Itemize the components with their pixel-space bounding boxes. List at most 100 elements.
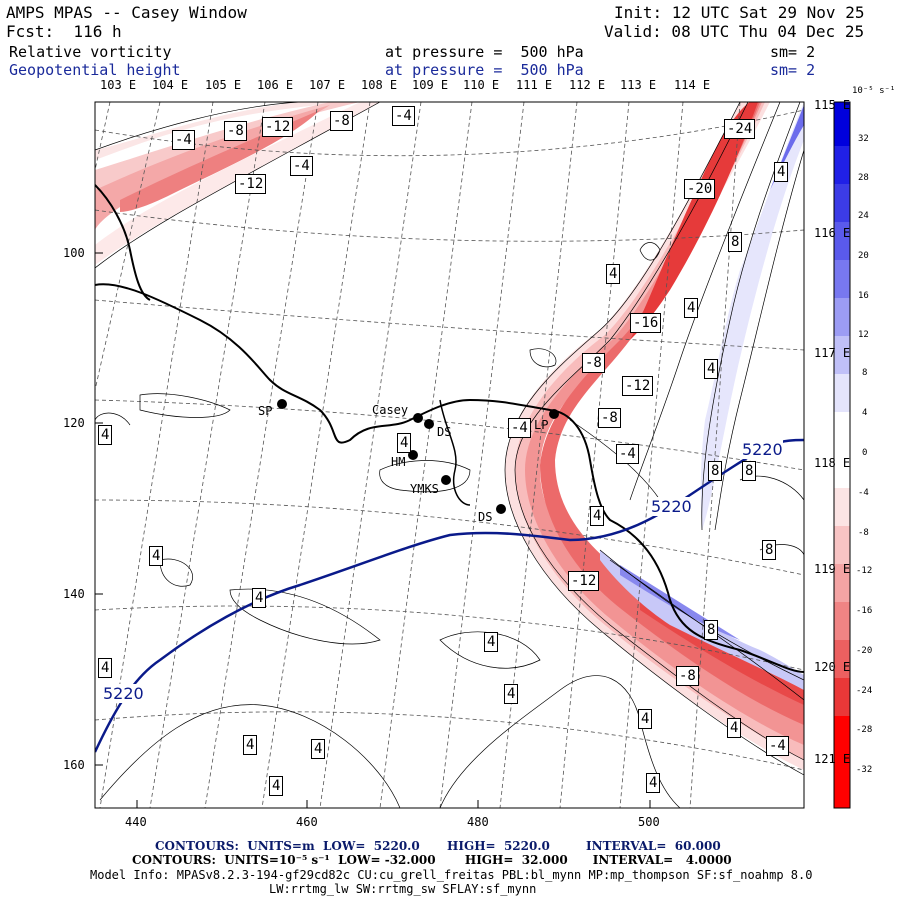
map-title: AMPS MPAS -- Casey Window	[6, 3, 247, 22]
colorbar-label: -32	[856, 765, 873, 775]
contour-label: -8	[224, 121, 247, 141]
field1-level: at pressure = 500 hPa	[385, 43, 584, 61]
contour-label: 4	[774, 162, 789, 182]
height-contour-5220	[95, 438, 804, 753]
contour-label: 8	[728, 232, 743, 252]
station-dot[interactable]	[413, 413, 423, 423]
contour-label: 4	[311, 739, 326, 759]
contour-label: 4	[98, 425, 113, 445]
vorticity-shade	[540, 102, 804, 725]
lon-label-right: 121 E	[814, 752, 851, 766]
coastline	[439, 399, 471, 506]
contour-label: -4	[766, 736, 789, 756]
contour-label: 4	[606, 264, 621, 284]
axis-ticks	[95, 252, 651, 808]
colorbar-label: -8	[858, 528, 869, 538]
height-contour-label: 5220	[103, 684, 144, 703]
station-label: DS	[437, 425, 452, 439]
y-tick-label: 120	[63, 416, 85, 430]
colorbar-swatch	[834, 146, 850, 184]
contour-label: -12	[622, 376, 654, 396]
contour-label: 4	[504, 684, 519, 704]
colorbar-swatch	[834, 564, 850, 602]
contour-label: 8	[762, 540, 777, 560]
station-dot[interactable]	[496, 504, 506, 514]
vorticity-shade	[700, 102, 804, 530]
vorticity-shade	[95, 102, 360, 215]
contour-label: 4	[727, 718, 742, 738]
colorbar-swatch	[834, 678, 850, 716]
lon-label-top: 108 E	[361, 78, 398, 92]
footer-vorticity-contours: CONTOURS: UNITS=10⁻⁵ s⁻¹ LOW= -32.000 HI…	[132, 853, 732, 867]
station-dot[interactable]	[424, 419, 434, 429]
contour-label: 4	[243, 735, 258, 755]
colorbar-swatch	[834, 184, 850, 222]
station-label: SP	[258, 404, 273, 418]
colorbar-label: 20	[858, 251, 869, 261]
lon-label-top: 112 E	[569, 78, 606, 92]
lon-label-top: 106 E	[257, 78, 294, 92]
contour-label: 4	[684, 298, 699, 318]
colorbar-label: 28	[858, 173, 869, 183]
contour-label: -8	[676, 666, 699, 686]
colorbar-label: -4	[858, 488, 869, 498]
y-tick-label: 140	[63, 587, 85, 601]
contour-label: 4	[646, 773, 661, 793]
colorbar-label: -12	[856, 566, 873, 576]
station-label: DS	[478, 510, 493, 524]
colorbar-swatch	[834, 488, 850, 526]
contour-label: 4	[252, 588, 267, 608]
contour-label: -4	[290, 156, 313, 176]
contour-label: 4	[638, 709, 653, 729]
colorbar-swatch	[834, 526, 850, 564]
lon-label-top: 104 E	[152, 78, 189, 92]
field2-smoothing: sm= 2	[770, 61, 816, 79]
valid-time: Valid: 08 UTC Thu 04 Dec 25	[604, 22, 865, 41]
station-label: YMKS	[410, 482, 439, 496]
station-dot[interactable]	[549, 409, 559, 419]
station-dot[interactable]	[441, 475, 451, 485]
footer-height-interval: INTERVAL= 60.000	[586, 839, 721, 853]
field2-level: at pressure = 500 hPa	[385, 61, 584, 79]
lon-label-top: 103 E	[100, 78, 137, 92]
contour-label: -4	[172, 130, 195, 150]
colorbar-swatch	[834, 336, 850, 374]
contour-label: 4	[149, 546, 164, 566]
colorbar-label: 0	[862, 448, 868, 458]
lon-label-top: 107 E	[309, 78, 346, 92]
colorbar-border	[833, 101, 851, 809]
station-label: LP	[534, 418, 549, 432]
contour-label: -16	[630, 313, 662, 333]
contour-label: 4	[484, 632, 499, 652]
field1-name: Relative vorticity	[9, 43, 172, 61]
colorbar-swatch	[834, 260, 850, 298]
colorbar-label: 4	[862, 408, 868, 418]
colorbar-label: 12	[858, 330, 869, 340]
field1-smoothing: sm= 2	[770, 43, 816, 61]
contour-label: -12	[235, 174, 267, 194]
contour-label: 4	[98, 658, 113, 678]
colorbar-swatch	[834, 298, 850, 336]
x-tick-label: 480	[467, 815, 489, 829]
footer-model-info: Model Info: MPASv8.2.3-194-gf29cd82c CU:…	[90, 868, 813, 882]
contour-label: -8	[330, 111, 353, 131]
colorbar-swatch	[834, 412, 850, 488]
y-tick-label: 160	[63, 758, 85, 772]
colorbar-swatch	[834, 640, 850, 678]
y-tick-label: 100	[63, 246, 85, 260]
station-label: Casey	[372, 403, 409, 417]
colorbar-label: -28	[856, 725, 873, 735]
contour-label: 4	[590, 506, 605, 526]
colorbar-label: -24	[856, 686, 873, 696]
height-contour-label: 5220	[651, 497, 692, 516]
lon-label-right: 116 E	[814, 226, 851, 240]
init-time: Init: 12 UTC Sat 29 Nov 25	[614, 3, 865, 22]
lon-label-top: 114 E	[674, 78, 711, 92]
lon-label-top: 113 E	[620, 78, 657, 92]
station-dot[interactable]	[277, 399, 287, 409]
plot-border	[94, 101, 805, 809]
colorbar-swatch	[834, 102, 850, 146]
contour-label: -4	[508, 418, 531, 438]
lon-label-top: 109 E	[412, 78, 449, 92]
